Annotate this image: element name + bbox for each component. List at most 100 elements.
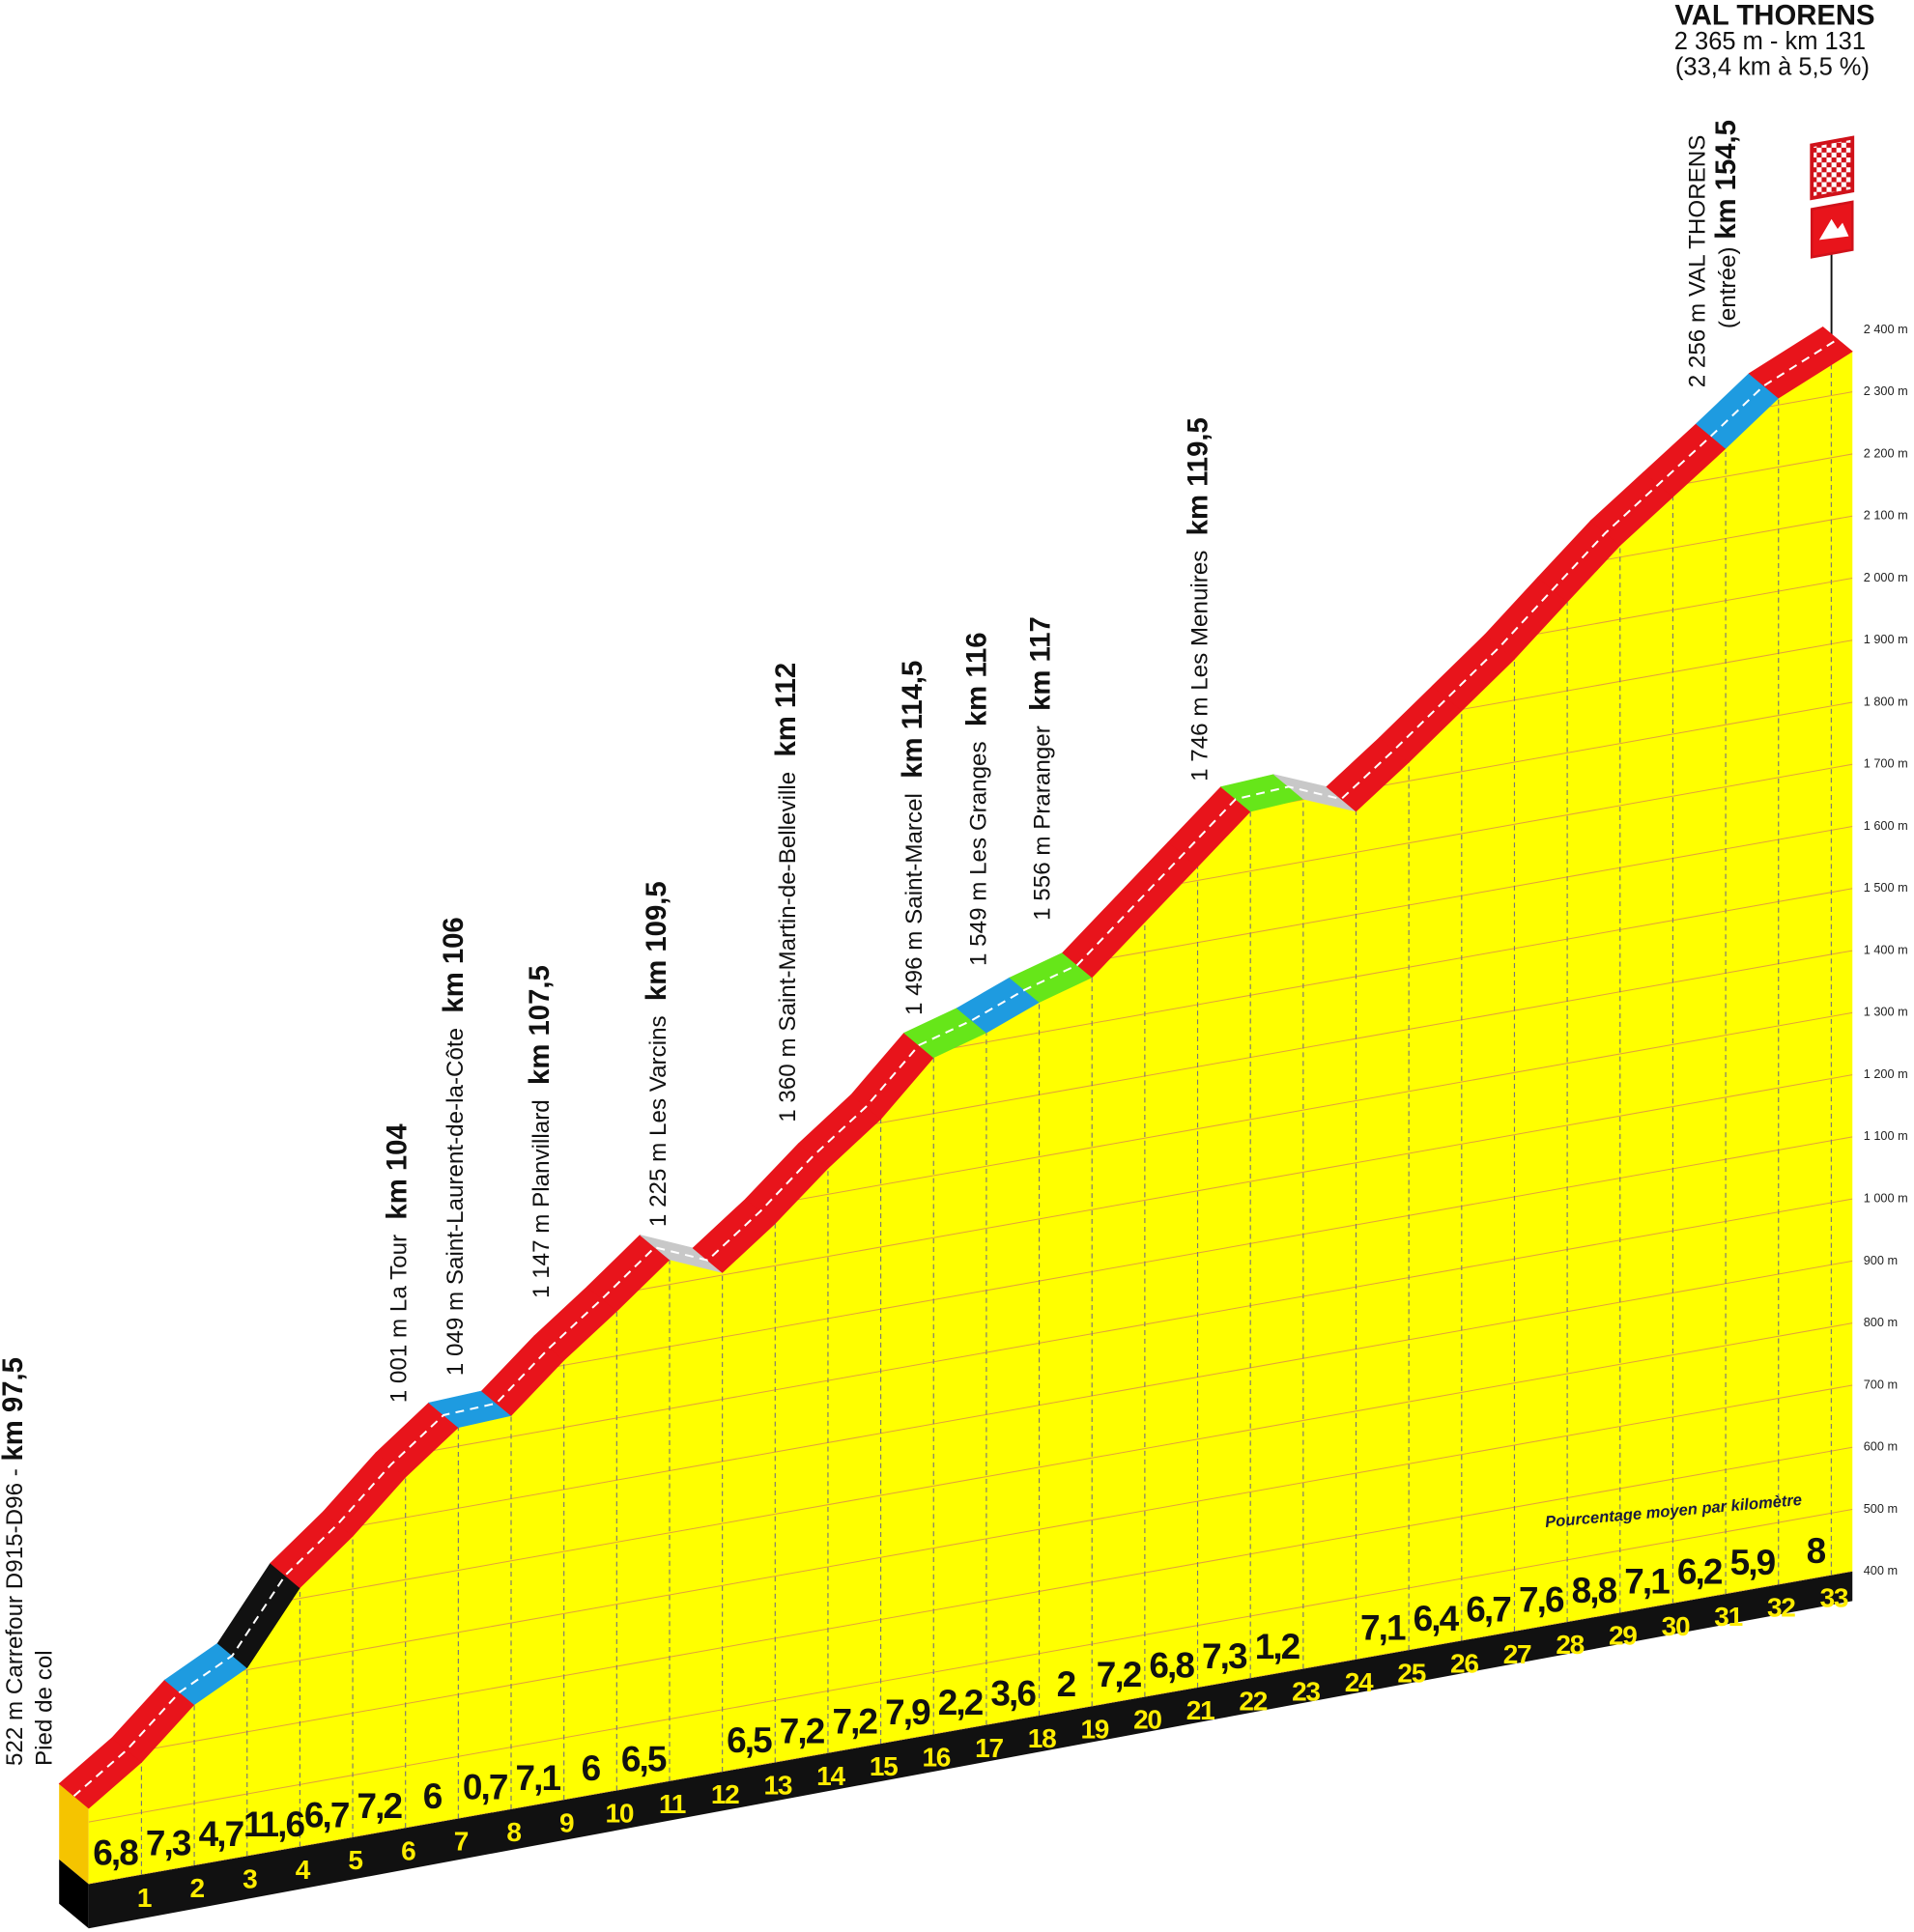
x-tick-label: 23 — [1292, 1677, 1320, 1707]
gradient-label: 7,2 — [832, 1702, 877, 1742]
y-tick-label: 700 m — [1864, 1377, 1898, 1391]
waypoint-km: km 109,5 — [641, 881, 672, 1001]
gradient-label: 6,7 — [304, 1796, 349, 1835]
waypoint-label: 1 049 m Saint-Laurent-de-la-Côte km 106 — [438, 917, 470, 1376]
gradient-label: 11,6 — [243, 1804, 305, 1844]
x-tick-label: 18 — [1028, 1723, 1056, 1753]
x-tick-label: 3 — [243, 1863, 257, 1893]
x-tick-label: 9 — [559, 1807, 574, 1837]
waypoint-km: km 104 — [381, 1123, 413, 1220]
waypoint-km: km 114,5 — [897, 661, 928, 779]
gradient-label: 6,2 — [1677, 1552, 1723, 1592]
x-tick-label: 27 — [1503, 1639, 1531, 1669]
waypoint-label: 1 225 m Les Varcins km 109,5 — [641, 881, 672, 1227]
x-tick-label: 5 — [348, 1845, 362, 1875]
waypoint-name: 1 147 m Planvillard — [528, 1099, 555, 1298]
grid-line — [88, 1384, 1853, 1699]
gradient-label: 7,1 — [1624, 1561, 1670, 1601]
x-tick-label: 20 — [1133, 1705, 1161, 1735]
waypoint-name: 1 746 m Les Menuires — [1187, 551, 1214, 781]
base-strip-side — [59, 1859, 89, 1929]
y-tick-label: 900 m — [1864, 1253, 1898, 1267]
waypoint-label: 1 147 m Planvillard km 107,5 — [524, 965, 556, 1298]
grid-line — [88, 1322, 1853, 1636]
grid-line — [88, 1260, 1853, 1575]
y-tick-label: 400 m — [1864, 1563, 1898, 1577]
waypoint-name: 1 360 m Saint-Martin-de-Belleville — [775, 772, 801, 1122]
gradient-label: 6,5 — [727, 1720, 772, 1760]
gradient-label: 7,1 — [516, 1758, 561, 1798]
x-tick-label: 1 — [137, 1883, 152, 1913]
waypoint-name: 522 m Carrefour D915-D96 - — [2, 1468, 28, 1766]
x-tick-label: 16 — [922, 1742, 950, 1772]
y-tick-label: 1 400 m — [1864, 942, 1908, 956]
x-tick-label: 30 — [1662, 1611, 1690, 1641]
grid-line — [88, 1571, 1853, 1885]
profile-area — [88, 351, 1853, 1885]
x-tick-label: 32 — [1767, 1592, 1795, 1622]
x-tick-label: 13 — [764, 1771, 792, 1801]
waypoint-label: 2 256 m VAL THORENS — [1684, 135, 1710, 388]
x-tick-label: 7 — [454, 1827, 469, 1857]
summit-subtitle: 2 365 m - km 131 — [1674, 28, 1866, 55]
y-tick-label: 1 000 m — [1864, 1191, 1908, 1206]
y-tick-label: 2 100 m — [1864, 508, 1908, 523]
x-tick-label: 33 — [1820, 1583, 1848, 1613]
y-tick-label: 2 000 m — [1864, 570, 1908, 584]
road-segment — [1748, 327, 1853, 399]
grid-line — [88, 1508, 1853, 1823]
waypoint-name: 1 225 m Les Varcins — [645, 1015, 671, 1227]
x-tick-label: 19 — [1080, 1714, 1108, 1744]
gradient-label: 7,3 — [146, 1824, 191, 1863]
waypoint-name: 1 556 m Praranger — [1030, 725, 1056, 921]
summit-title: VAL THORENS — [1674, 0, 1874, 31]
y-tick-label: 600 m — [1864, 1439, 1898, 1454]
waypoint-label: 1 001 m La Tour km 104 — [381, 1123, 413, 1404]
gradient-label: 5,9 — [1730, 1543, 1776, 1582]
x-tick-label: 17 — [975, 1733, 1003, 1763]
waypoint-km: km 106 — [438, 917, 470, 1012]
waypoint-label: 1 746 m Les Menuires km 119,5 — [1183, 417, 1214, 781]
waypoint-label: 522 m Carrefour D915-D96 - km 97,5 — [0, 1357, 29, 1766]
waypoint-km: km 117 — [1025, 616, 1057, 711]
x-tick-label: 2 — [189, 1873, 204, 1903]
y-tick-label: 1 800 m — [1864, 694, 1908, 708]
x-tick-label: 6 — [401, 1835, 415, 1865]
gradient-label: 4,7 — [199, 1814, 243, 1854]
y-tick-label: 1 900 m — [1864, 632, 1908, 646]
x-tick-label: 4 — [296, 1855, 311, 1885]
waypoint-label: 1 360 m Saint-Martin-de-Belleville km 112 — [770, 663, 802, 1122]
gradient-label: 2,2 — [938, 1683, 984, 1722]
grid-line — [88, 1446, 1853, 1761]
x-tick-label: 21 — [1186, 1695, 1214, 1725]
waypoint-label: 1 556 m Praranger km 117 — [1025, 616, 1057, 921]
gradient-label: 7,9 — [885, 1692, 930, 1732]
waypoint-km: km 119,5 — [1183, 417, 1214, 535]
y-tick-label: 1 200 m — [1864, 1066, 1908, 1081]
gradient-label: 6,8 — [93, 1833, 138, 1872]
side-face — [59, 1783, 89, 1885]
y-tick-label: 1 300 m — [1864, 1005, 1908, 1019]
gradient-label: 7,2 — [780, 1711, 825, 1750]
x-tick-label: 15 — [870, 1751, 898, 1781]
waypoint-name: 2 256 m VAL THORENS — [1684, 135, 1710, 388]
gradient-label: 7,1 — [1360, 1608, 1406, 1648]
waypoint-name: 1 001 m La Tour — [386, 1235, 412, 1403]
waypoint-km: km 112 — [770, 663, 802, 757]
x-tick-label: 25 — [1397, 1658, 1425, 1688]
y-tick-label: 1 500 m — [1864, 880, 1908, 895]
x-tick-label: 28 — [1556, 1630, 1584, 1660]
y-tick-label: 1 100 m — [1864, 1128, 1908, 1143]
x-tick-label: 8 — [506, 1817, 521, 1847]
waypoint-label: 1 496 m Saint-Marcel km 114,5 — [897, 661, 928, 1015]
waypoint-km: km 116 — [960, 632, 992, 726]
y-tick-label: 800 m — [1864, 1315, 1898, 1329]
gradient-label: 7,2 — [357, 1786, 403, 1826]
x-tick-label: 26 — [1450, 1649, 1478, 1679]
x-tick-label: 29 — [1609, 1621, 1637, 1651]
y-tick-label: 2 200 m — [1864, 445, 1908, 460]
y-tick-label: 500 m — [1864, 1501, 1898, 1516]
x-tick-label: 11 — [659, 1789, 686, 1819]
waypoint-label: Pied de col — [32, 1650, 58, 1766]
